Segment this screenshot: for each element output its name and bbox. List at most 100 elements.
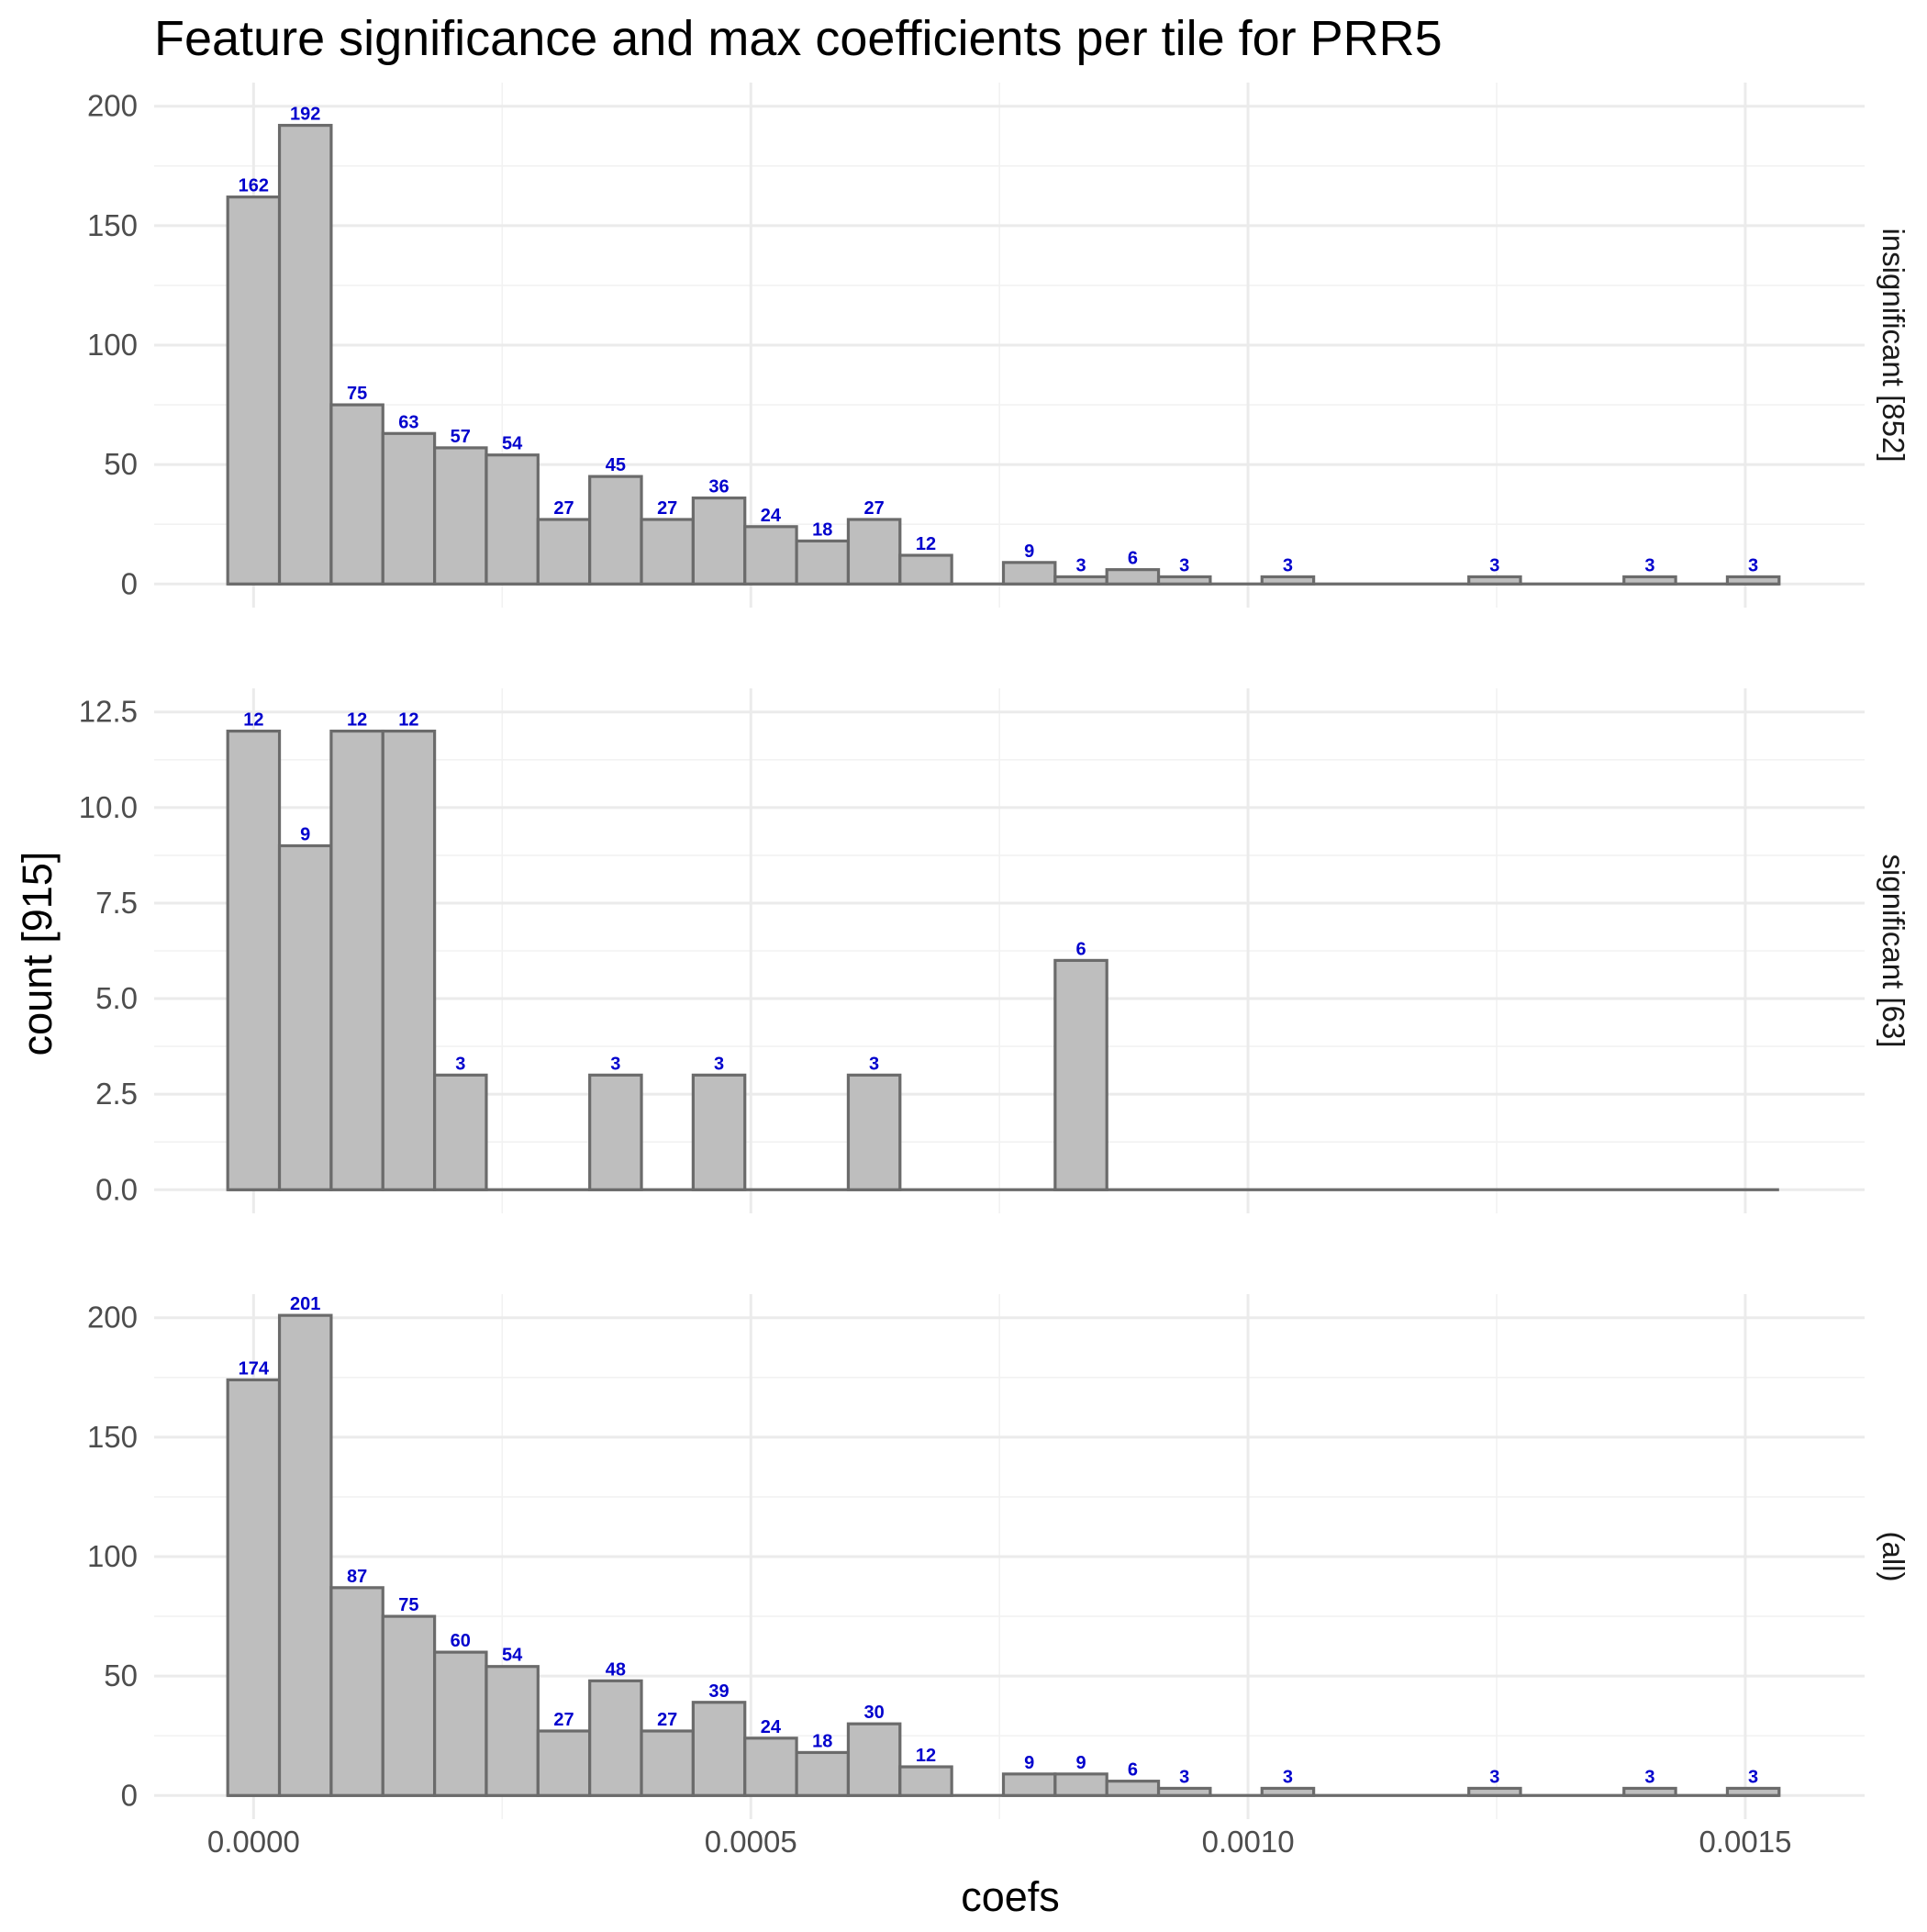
bar-count-label: 174 — [239, 1358, 270, 1379]
x-tick-label: 0.0000 — [207, 1825, 300, 1859]
histogram-bar — [381, 431, 437, 586]
bar-count-label: 9 — [300, 824, 310, 844]
histogram-bar — [329, 1586, 384, 1797]
panel-3: 0501001502001742018775605427482739241830… — [87, 1294, 1910, 1819]
y-tick-label: 150 — [87, 208, 138, 242]
histogram-bar — [485, 453, 540, 586]
y-tick-label: 100 — [87, 1539, 138, 1573]
histogram-bar — [1622, 1786, 1677, 1797]
bar-count-label: 6 — [1128, 1760, 1138, 1781]
histogram-bar — [795, 539, 851, 586]
bar-count-label: 9 — [1024, 542, 1034, 562]
bar-count-label: 3 — [869, 1054, 879, 1074]
histogram-bar — [1156, 575, 1212, 586]
y-tick-label: 50 — [104, 447, 138, 481]
x-axis-title: coefs — [961, 1873, 1060, 1920]
bar-count-label: 24 — [761, 1717, 782, 1737]
bar-count-label: 39 — [708, 1681, 729, 1702]
bar-count-label: 27 — [657, 498, 677, 519]
bar-count-label: 45 — [606, 455, 626, 475]
histogram-bar — [898, 1765, 953, 1797]
bar-count-label: 12 — [347, 710, 367, 731]
histogram-bar — [433, 446, 488, 586]
x-tick-label: 0.0005 — [705, 1825, 797, 1859]
facet-strip-label: insignificant [852] — [1877, 229, 1910, 463]
histogram-bar — [846, 518, 902, 586]
bar-count-label: 3 — [1179, 555, 1189, 575]
histogram-bar — [795, 1750, 851, 1797]
histogram-bar — [433, 1073, 488, 1191]
bar-count-label: 27 — [657, 1710, 677, 1730]
histogram-bar — [1001, 561, 1057, 586]
histogram-bar — [226, 195, 282, 586]
bar-count-label: 30 — [863, 1703, 884, 1723]
bar-count-label: 63 — [398, 412, 418, 432]
bar-count-label: 75 — [347, 384, 367, 404]
bar-count-label: 54 — [502, 434, 523, 454]
histogram-bar — [1260, 1786, 1316, 1797]
y-tick-label: 2.5 — [95, 1077, 138, 1111]
bar-count-label: 3 — [1489, 555, 1499, 575]
histogram-bar — [1105, 568, 1161, 586]
bar-count-label: 27 — [553, 498, 574, 519]
histogram-bar — [1467, 1786, 1522, 1797]
facet-strip-label: (all) — [1877, 1532, 1910, 1582]
histogram-bar — [433, 1650, 488, 1797]
panel-2: 0.0 2.5 5.0 7.5 10.0 12.5 12 9 12 12 3 3 3 3 6 signific… — [79, 688, 1910, 1213]
histogram-bar — [1053, 1772, 1108, 1797]
bar-count-label: 3 — [1644, 1767, 1654, 1787]
y-tick-label: 100 — [87, 328, 138, 362]
bar-count-label: 6 — [1128, 549, 1138, 569]
bar-count-label: 3 — [1283, 1767, 1293, 1787]
bars: 174 201 87 75 60 54 27 48 27 39 24 18 30 12 9 9 6 3 3 3 3 3 — [226, 1294, 1781, 1797]
y-tick-label: 200 — [87, 89, 138, 123]
histogram-bar — [743, 525, 798, 586]
bar-count-label: 18 — [812, 1731, 832, 1751]
histogram-bar — [277, 843, 333, 1191]
histogram-bar — [588, 475, 643, 586]
bar-count-label: 57 — [451, 427, 471, 447]
histogram-bar — [536, 1729, 592, 1797]
histogram-bar — [846, 1073, 902, 1191]
y-tick-label: 7.5 — [95, 886, 138, 920]
bar-count-label: 3 — [1489, 1767, 1499, 1787]
bar-count-label: 48 — [606, 1659, 626, 1680]
bar-count-label: 75 — [398, 1595, 418, 1615]
histogram-bar — [277, 1313, 333, 1797]
bar-count-label: 87 — [347, 1567, 367, 1587]
chart-title: Feature significance and max coefficient… — [154, 11, 1442, 66]
bar-count-label: 18 — [812, 519, 832, 540]
y-axis-title: count [915] — [14, 852, 61, 1056]
histogram-bar — [536, 518, 592, 586]
x-axis-ticks: 0.0000 0.0005 0.0010 0.0015 — [207, 1825, 1792, 1859]
histogram-bar — [846, 1722, 902, 1797]
bars: 12 9 12 12 3 3 3 3 6 — [226, 710, 1779, 1191]
histogram-bar — [1001, 1772, 1057, 1797]
bar-count-label: 6 — [1075, 939, 1086, 959]
bar-count-label: 36 — [708, 477, 729, 497]
bar-count-label: 3 — [1283, 555, 1293, 575]
bar-count-label: 27 — [553, 1710, 574, 1730]
bar-count-label: 24 — [761, 506, 782, 526]
y-tick-label: 0.0 — [95, 1172, 138, 1206]
bar-count-label: 12 — [916, 534, 936, 554]
histogram-bar — [1725, 1786, 1781, 1797]
y-tick-label: 150 — [87, 1420, 138, 1454]
histogram-bar — [1622, 575, 1677, 586]
facet-strip-label: significant [63] — [1877, 854, 1910, 1048]
histogram-bar — [329, 403, 384, 586]
histogram-bar — [1467, 575, 1522, 586]
bar-count-label: 3 — [455, 1054, 465, 1074]
bar-count-label: 3 — [1748, 1767, 1758, 1787]
y-tick-label: 10.0 — [79, 790, 138, 824]
histogram-bar — [691, 1073, 747, 1191]
bar-count-label: 192 — [290, 105, 320, 125]
x-tick-label: 0.0010 — [1202, 1825, 1295, 1859]
bar-count-label: 3 — [1644, 555, 1654, 575]
histogram-bar — [588, 1073, 643, 1191]
bar-count-label: 9 — [1024, 1753, 1034, 1773]
